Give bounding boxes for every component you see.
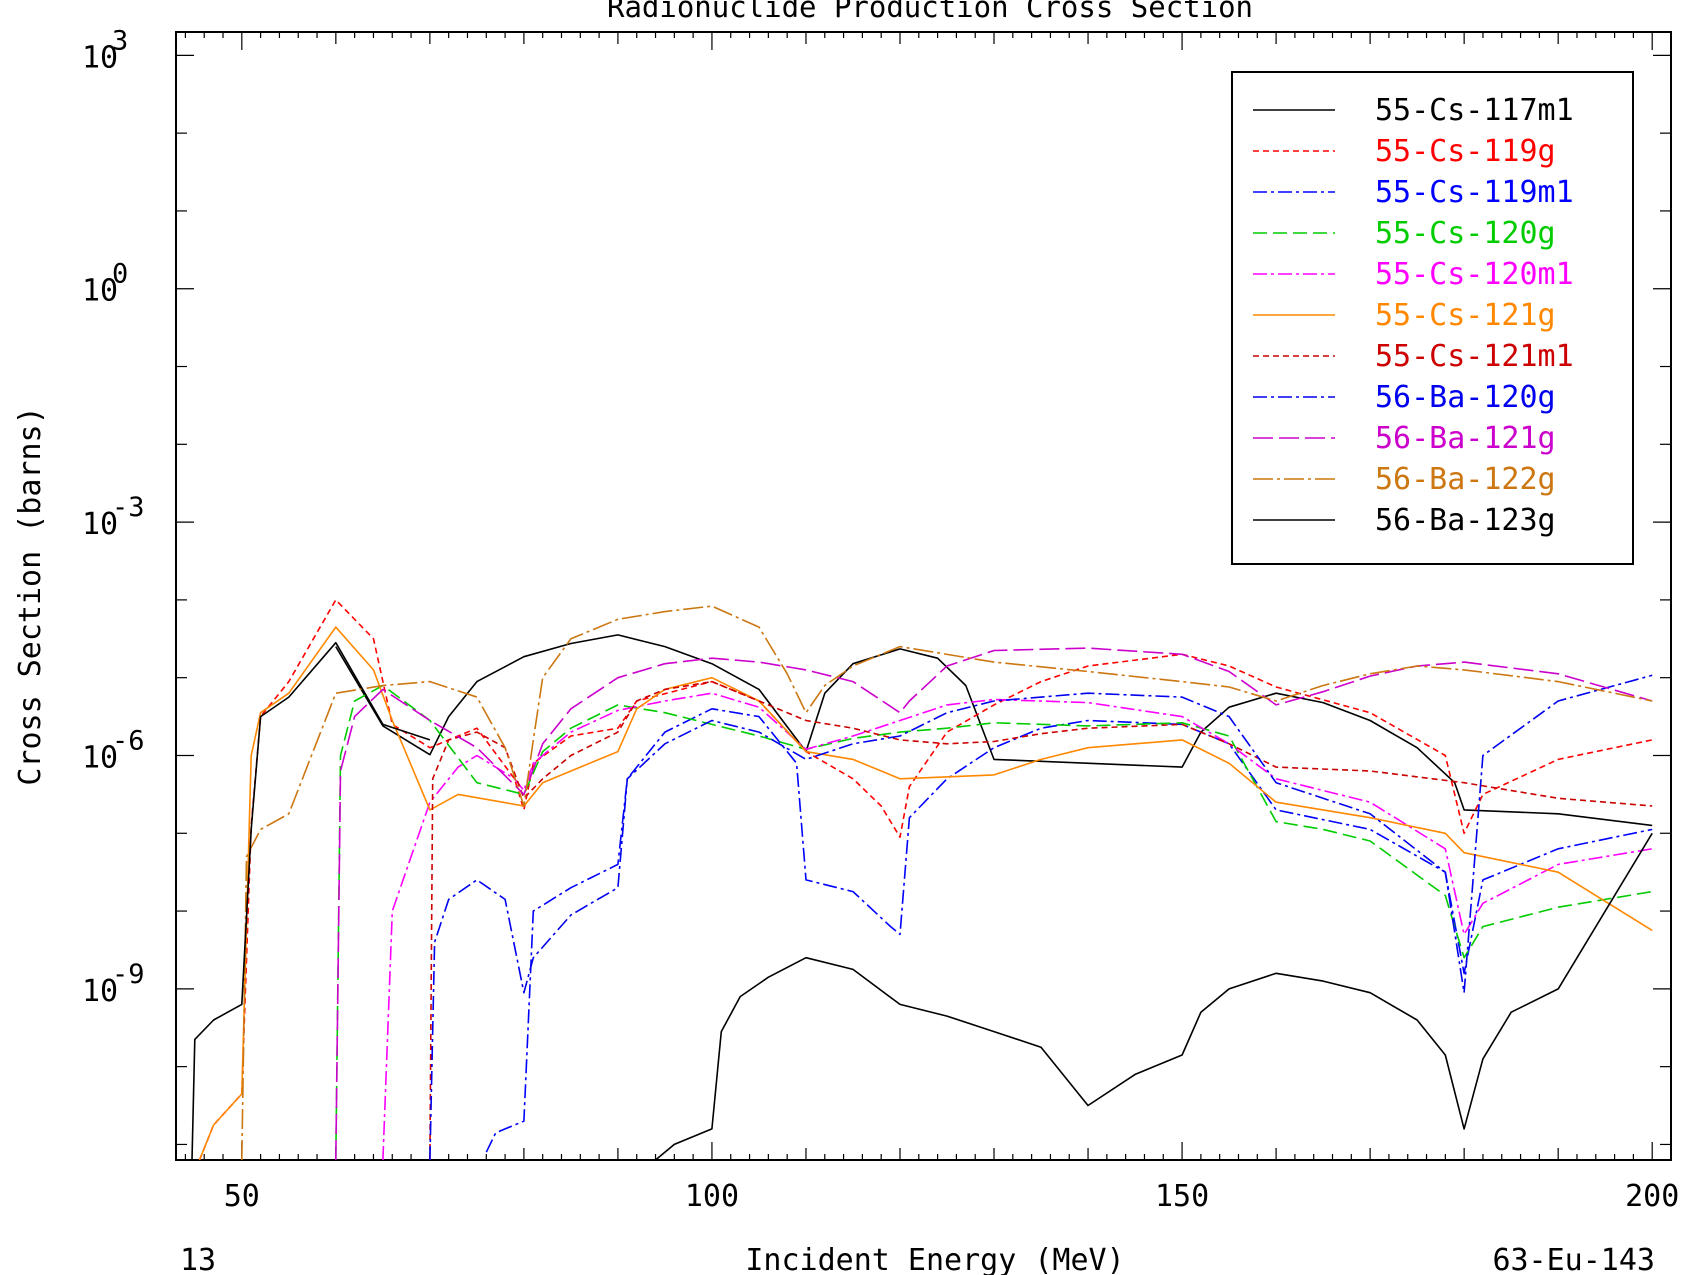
x-tick-label: 200 [1625, 1179, 1679, 1214]
series-line-unlabeled-11 [654, 832, 1653, 1160]
y-tick-exponent: -9 [112, 959, 145, 990]
series-line-55-cs-120m1 [382, 692, 1653, 1160]
legend-label: 55-Cs-121m1 [1375, 339, 1574, 374]
x-tick-labels: 50 100 150 200 [224, 1179, 1680, 1214]
legend-label: 55-Cs-120m1 [1375, 257, 1574, 292]
legend-entry: 55-Cs-119g [1253, 134, 1556, 169]
legend-label: 55-Cs-117m1 [1375, 93, 1574, 128]
y-tick-base: 10 [82, 507, 118, 542]
legend-entry: 55-Cs-120m1 [1253, 257, 1574, 292]
legend-label: 56-Ba-121g [1375, 421, 1556, 456]
x-tick-label: 50 [224, 1179, 260, 1214]
plot-area [175, 31, 1672, 1161]
series-line-55-cs-119g [198, 599, 1653, 1160]
legend-label: 56-Ba-122g [1375, 462, 1556, 497]
series-layer [191, 599, 1653, 1160]
legend-label: 56-Ba-123g [1375, 503, 1556, 538]
legend-entries: 55-Cs-117m1 55-Cs-119g 55-Cs-119m1 55-Cs-12… [1253, 93, 1574, 538]
x-tick-label: 150 [1155, 1179, 1209, 1214]
legend-entry: 55-Cs-120g [1253, 216, 1556, 251]
y-tick-label: 103 [82, 25, 128, 75]
y-tick-exponent: -6 [112, 725, 145, 756]
legend-entry: 56-Ba-123g [1253, 503, 1556, 538]
footer-left: 13 [180, 1243, 216, 1275]
legend-label: 55-Cs-121g [1375, 298, 1556, 333]
legend-entry: 56-Ba-120g [1253, 380, 1556, 415]
y-tick-base: 10 [82, 40, 118, 75]
legend-label: 55-Cs-120g [1375, 216, 1556, 251]
series-line-55-cs-117m1 [335, 634, 1653, 827]
axis-ticks [176, 32, 1672, 1160]
series-line-56-ba-121g [335, 647, 1653, 1160]
series-line-55-cs-121g [198, 626, 1653, 1160]
footer-right: 63-Eu-143 [1492, 1243, 1655, 1275]
legend-entry: 56-Ba-122g [1253, 462, 1556, 497]
y-tick-label: 10-9 [82, 959, 145, 1009]
y-tick-base: 10 [82, 974, 118, 1009]
series-line-56-ba-122g [241, 605, 1653, 1160]
y-tick-label: 100 [82, 259, 128, 309]
chart-title: Radionuclide Production Cross Section [607, 0, 1253, 24]
series-line-56-ba-120g [429, 674, 1653, 1160]
legend-entry: 56-Ba-121g [1253, 421, 1556, 456]
legend-box [1231, 71, 1634, 565]
y-tick-base: 10 [82, 740, 118, 775]
legend-label: 55-Cs-119g [1375, 134, 1556, 169]
legend-label: 56-Ba-120g [1375, 380, 1556, 415]
x-axis-label: Incident Energy (MeV) [745, 1243, 1124, 1275]
y-tick-label: 10-3 [82, 492, 145, 542]
y-tick-exponent: -3 [112, 492, 145, 523]
legend-entry: 55-Cs-121m1 [1253, 339, 1574, 374]
y-tick-exponent: 0 [112, 259, 128, 290]
legend-entry: 55-Cs-117m1 [1253, 93, 1574, 128]
y-axis-label: Cross Section (barns) [13, 406, 48, 785]
legend: 55-Cs-117m1 55-Cs-119g 55-Cs-119m1 55-Cs-12… [1231, 71, 1634, 565]
y-tick-base: 10 [82, 274, 118, 309]
legend-label: 55-Cs-119m1 [1375, 175, 1574, 210]
legend-entry: 55-Cs-119m1 [1253, 175, 1574, 210]
series-line-56-ba-123g [191, 641, 431, 1160]
x-tick-label: 100 [685, 1179, 739, 1214]
y-tick-exponent: 3 [112, 25, 128, 56]
y-tick-label: 10-6 [82, 725, 145, 775]
series-line-55-cs-119m1 [485, 708, 1653, 1153]
legend-entry: 55-Cs-121g [1253, 298, 1556, 333]
series-line-55-cs-120g [335, 684, 1653, 1160]
